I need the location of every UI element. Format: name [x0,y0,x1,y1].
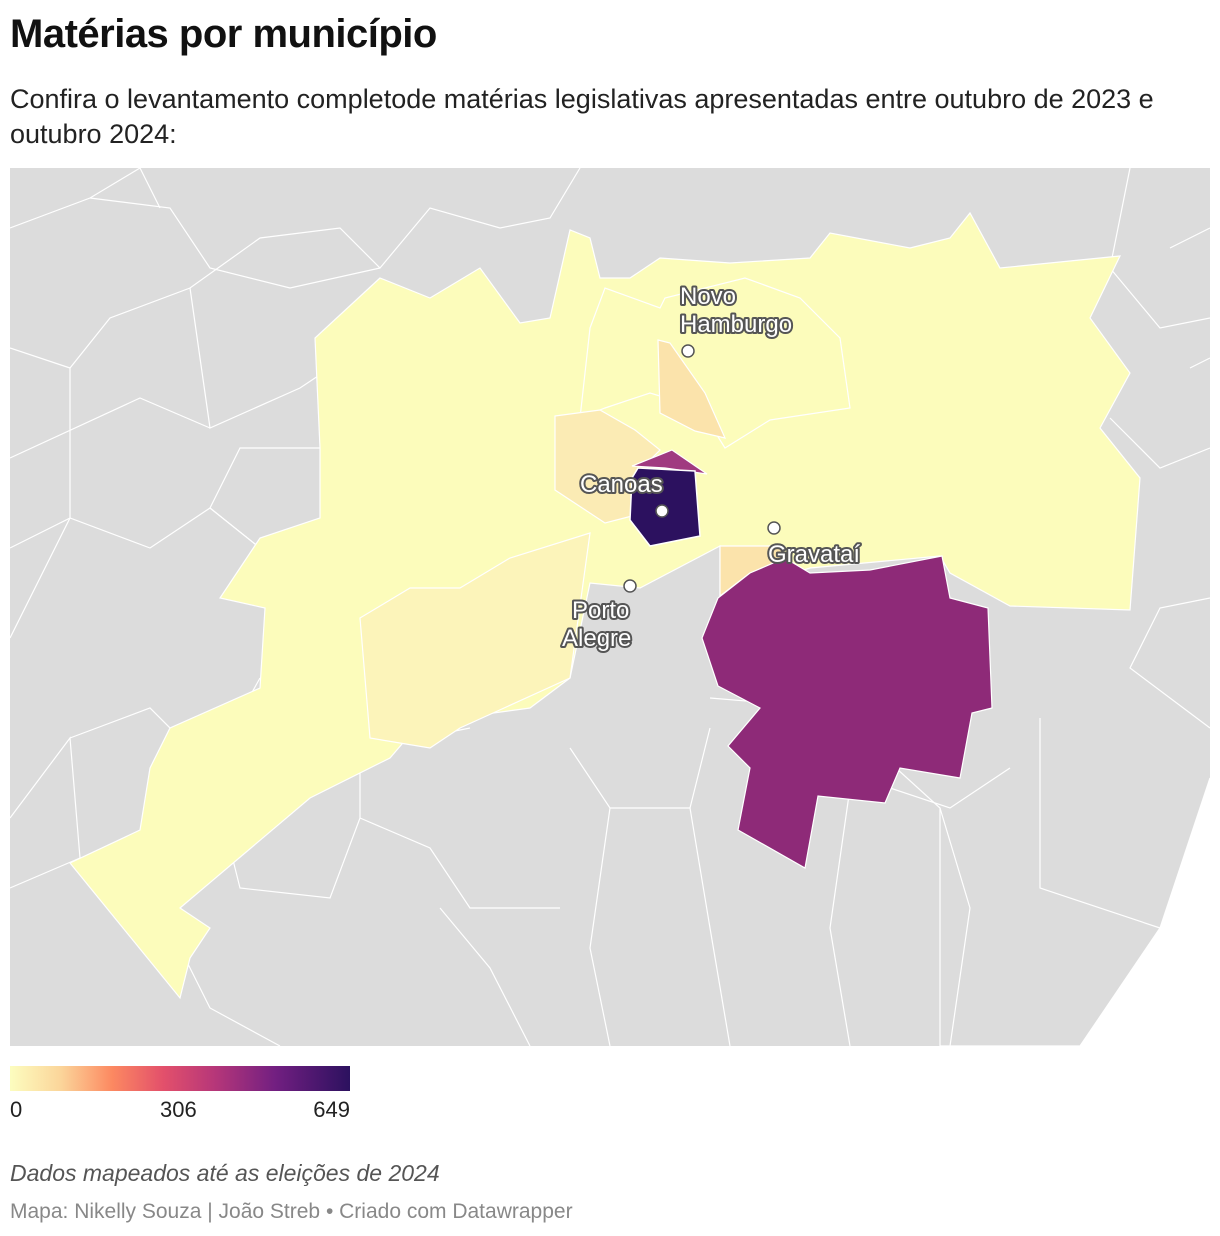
city-markers [623,344,781,593]
gravatai-label: Gravataí [768,541,860,568]
map-note: Dados mapeados até as eleições de 2024 [10,1160,440,1186]
map-credit: Mapa: Nikelly Souza | João Streb • Criad… [10,1200,573,1223]
legend-labels: 0 306 649 [10,1097,350,1127]
novo-hamburgo-label-line2: Hamburgo [680,311,792,338]
canoas-marker [655,504,669,518]
mid-high-municipality [701,555,993,869]
porto-alegre-marker [623,579,637,593]
color-legend: 0 306 649 [10,1066,350,1127]
legend-mid-label: 306 [160,1097,197,1122]
gravatai-marker [767,521,781,535]
map-title: Matérias por município [10,12,437,56]
legend-max-label: 649 [313,1097,350,1122]
legend-min-label: 0 [10,1097,23,1122]
canoas-label: Canoas [580,471,663,498]
novo-hamburgo-label-line1: Novo [680,283,736,310]
porto-alegre-label-line2: Alegre [562,625,631,652]
north-canoas-municipality [631,449,708,475]
porto-alegre-label-line1: Porto [572,597,629,624]
novo-hamburgo-marker [681,344,695,358]
legend-color-bar [10,1066,350,1091]
choropleth-map: Novo Hamburgo Canoas Gravataí Porto Aleg… [10,168,1210,1046]
map-subtitle: Confira o levantamento completode matéri… [10,84,1154,149]
